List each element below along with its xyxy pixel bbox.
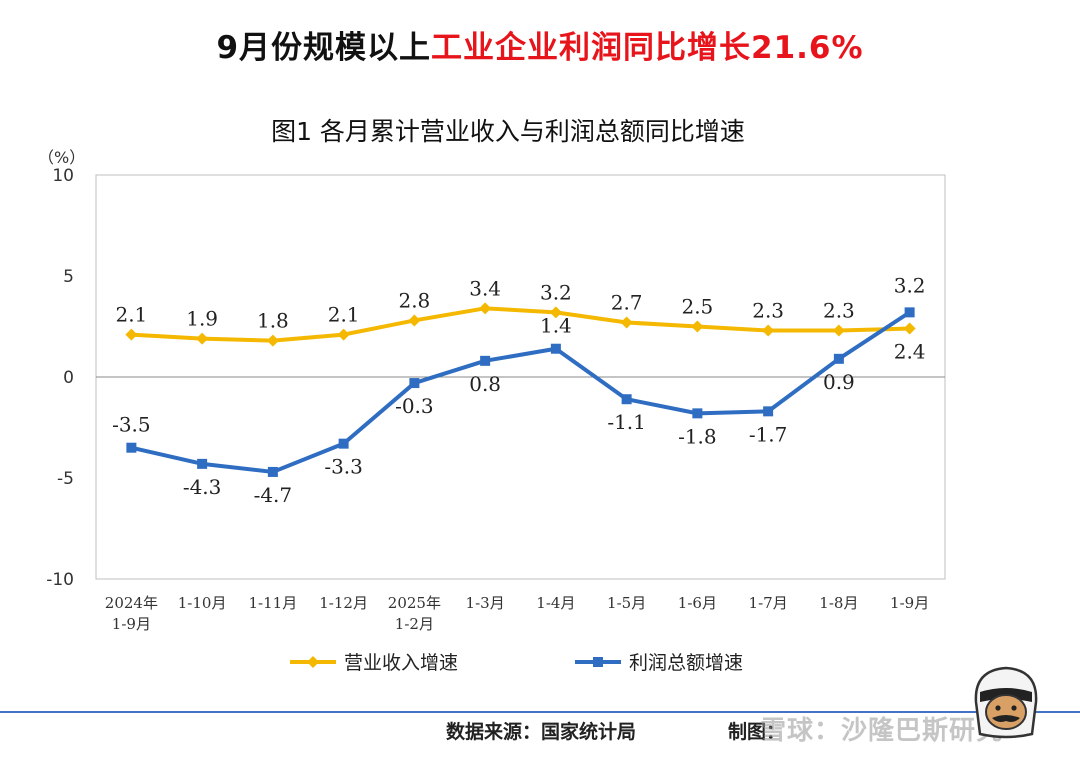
profit-data-label: -3.3 [324,455,363,479]
profit-point [692,408,703,419]
axes: -10 -5 0 5 10 2024年 1-9月 1-10月 1-11月 1-12月 2025年 1-… [46,166,945,633]
profit-point [904,307,915,318]
profit-point [126,442,137,453]
y-unit-label: （%） [38,148,85,167]
chart-title: 图1 各月累计营业收入与利润总额同比增速 [271,117,745,146]
profit-point [480,355,491,366]
revenue-data-label: 2.5 [681,295,713,319]
revenue-point [408,314,421,327]
headline-black: 9月份规模以上 [216,30,432,66]
revenue-data-label: 3.2 [540,280,572,304]
x-tick-label: 1-8月 [819,594,858,612]
data-source: 数据来源：国家统计局 [446,721,637,743]
x-tick-label: 1-4月 [536,594,575,612]
revenue-point [762,324,775,337]
legend-marker [593,657,603,667]
revenue-data-label: 2.3 [823,299,855,323]
revenue-data-label: 2.1 [115,303,147,327]
revenue-point [832,324,845,337]
profit-data-label: -1.8 [678,424,717,448]
profit-point [763,406,774,417]
headline: 9月份规模以上工业企业利润同比增长21.6% [0,22,1080,67]
series-group: 2.1 1.9 1.8 2.1 2.8 3.4 3.2 2.7 2.5 2.3 2.3 2.4 -3.5… [112,274,925,507]
profit-data-label: -1.1 [607,410,646,434]
profit-point [338,438,349,449]
profit-data-label: 0.9 [823,370,855,394]
profit-data-label: -3.5 [112,413,151,437]
profit-data-label: -0.3 [395,394,434,418]
legend: 营业收入增速 利润总额增速 [290,652,743,674]
watermark: 雪球：沙隆巴斯研究 [760,716,1004,746]
revenue-data-label: 2.8 [398,288,430,312]
x-tick-label: 1-12月 [319,594,368,612]
x-tick-label: 1-6月 [678,594,717,612]
profit-point [197,458,208,469]
revenue-point [549,306,562,319]
y-tick-label: -10 [46,570,74,590]
profit-point [409,378,420,389]
revenue-data-label: 2.1 [328,303,360,327]
revenue-point [479,302,492,315]
profit-point [550,343,561,354]
legend-marker [307,656,319,668]
revenue-point [337,328,350,341]
x-tick-label: 1-9月 [890,594,929,612]
revenue-point [266,334,279,347]
revenue-line [131,306,910,343]
x-tick-label: 2025年 [388,594,441,612]
profit-point [621,394,632,405]
profit-data-label: 1.4 [540,314,572,338]
revenue-point [620,316,633,329]
x-tick-label: 1-3月 [466,594,505,612]
profit-point [833,353,844,364]
chart: 图1 各月累计营业收入与利润总额同比增速 （%） -10 -5 0 5 10 2024年 1… [38,117,946,674]
footer-divider [0,711,1080,713]
revenue-data-label: 3.4 [469,276,501,300]
x-tick-label: 1-11月 [249,594,298,612]
x-tick-label: 1-2月 [395,615,434,633]
profit-data-label: 0.8 [469,372,501,396]
profit-data-label: -4.7 [254,483,293,507]
profit-point [267,466,278,477]
revenue-data-label: 2.4 [894,340,926,364]
profit-data-label: -4.3 [183,475,222,499]
revenue-data-label: 2.3 [752,299,784,323]
chart-maker: 制图： [728,721,786,743]
mascot-avatar [974,666,1038,739]
revenue-point [903,322,916,335]
revenue-point [125,328,138,341]
y-tick-label: -5 [57,469,74,489]
headline-red: 工业企业利润同比增长21.6% [431,30,864,66]
revenue-data-label: 2.7 [611,290,643,314]
profit-line [130,310,911,474]
profit-data-label: -1.7 [749,422,788,446]
revenue-data-label: 1.8 [257,309,289,333]
revenue-point [691,320,704,333]
x-tick-label: 2024年 [105,594,158,612]
x-tick-label: 1-10月 [178,594,227,612]
y-tick-label: 5 [63,267,74,287]
x-tick-label: 1-5月 [607,594,646,612]
profit-data-label: 3.2 [894,274,926,298]
y-tick-label: 10 [52,166,74,186]
revenue-data-label: 1.9 [186,307,218,331]
x-tick-label: 1-7月 [749,594,788,612]
y-tick-label: 0 [63,368,74,388]
x-tick-label: 1-9月 [112,615,151,633]
revenue-point [196,332,209,345]
legend-label: 利润总额增速 [629,652,743,674]
legend-label: 营业收入增速 [344,652,458,674]
